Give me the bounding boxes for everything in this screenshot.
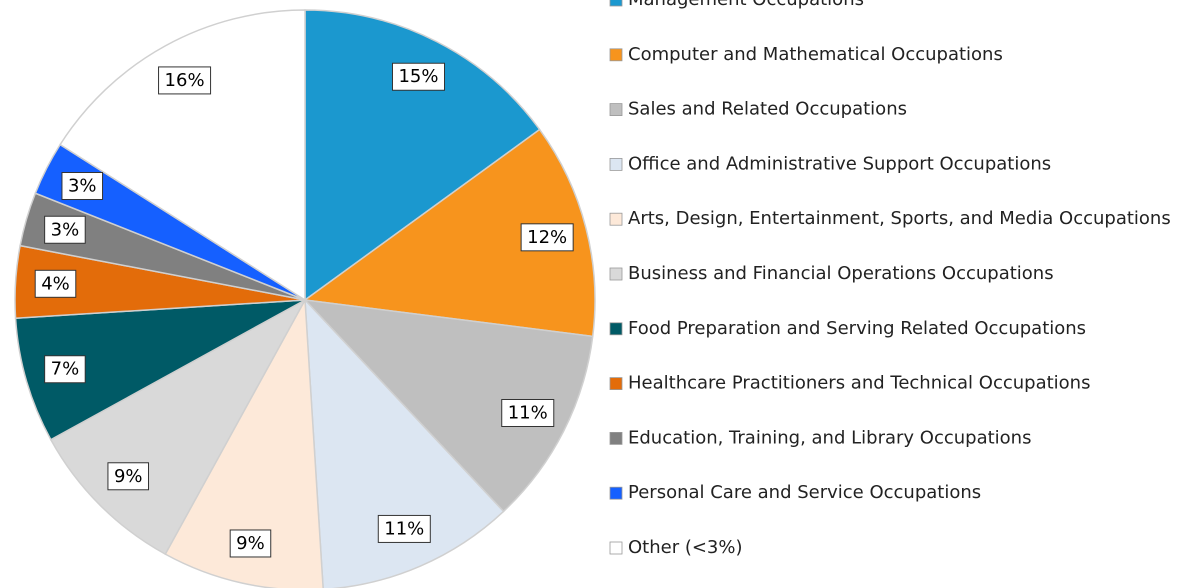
pie-slice [59, 9, 306, 302]
data-label: 7% [44, 355, 86, 384]
legend-swatch [609, 541, 623, 555]
legend-swatch [609, 267, 623, 281]
label-text: 3% [68, 176, 97, 197]
label-box [229, 529, 272, 558]
legend-label: Healthcare Practitioners and Technical O… [628, 373, 1090, 394]
label-text: 9% [236, 533, 265, 554]
label-box [34, 269, 77, 298]
legend-swatch [609, 157, 623, 171]
legend-label: Education, Training, and Library Occupat… [628, 427, 1031, 448]
label-box [377, 514, 431, 543]
label-text: 16% [165, 70, 205, 91]
data-label: 9% [107, 462, 150, 491]
pie-slice [14, 299, 306, 441]
legend-label: Sales and Related Occupations [628, 99, 907, 120]
label-text: 11% [508, 402, 548, 423]
legend-label: Arts, Design, Entertainment, Sports, and… [628, 208, 1171, 229]
label-box [520, 223, 574, 252]
legend-swatch [609, 48, 623, 62]
legend-label: Management Occupations [628, 0, 864, 10]
data-label: 15% [391, 62, 446, 91]
label-text: 4% [41, 273, 70, 294]
legend-swatch [609, 431, 623, 445]
pie-slice [303, 128, 596, 338]
legend-label: Office and Administrative Support Occupa… [628, 153, 1051, 174]
legend-label: Food Preparation and Serving Related Occ… [628, 318, 1086, 339]
legend-label: Computer and Mathematical Occupations [628, 44, 1003, 65]
legend-swatch [609, 0, 623, 7]
label-box [501, 398, 555, 427]
pie-slice [49, 298, 307, 556]
label-box [391, 62, 446, 91]
data-label: 12% [520, 223, 574, 252]
legend-swatch [609, 377, 623, 391]
legend-swatch [609, 486, 623, 500]
label-box [44, 355, 86, 384]
data-label: 16% [158, 66, 212, 95]
label-text: 12% [527, 227, 567, 248]
label-text: 7% [51, 359, 80, 380]
label-text: 9% [114, 466, 143, 487]
data-label: 11% [377, 514, 431, 543]
legend-label: Other (<3%) [628, 537, 743, 558]
legend-label: Business and Financial Operations Occupa… [628, 263, 1054, 284]
pie-slice [304, 9, 541, 302]
label-box [44, 215, 86, 244]
label-box [158, 66, 212, 95]
data-label: 3% [44, 215, 86, 244]
legend-swatch [609, 103, 623, 116]
legend-swatch [609, 212, 623, 226]
label-box [107, 462, 150, 491]
legend-swatch [609, 322, 623, 336]
label-box [61, 172, 104, 201]
data-label: 3% [61, 172, 104, 201]
label-text: 3% [51, 219, 80, 240]
label-text: 15% [398, 66, 438, 87]
label-text: 11% [384, 518, 424, 539]
data-label: 11% [501, 398, 555, 427]
data-label: 4% [34, 269, 77, 298]
data-label: 9% [229, 529, 272, 558]
pie-slice [303, 298, 594, 513]
legend-label: Personal Care and Service Occupations [628, 482, 981, 503]
pie-slice [164, 297, 324, 588]
